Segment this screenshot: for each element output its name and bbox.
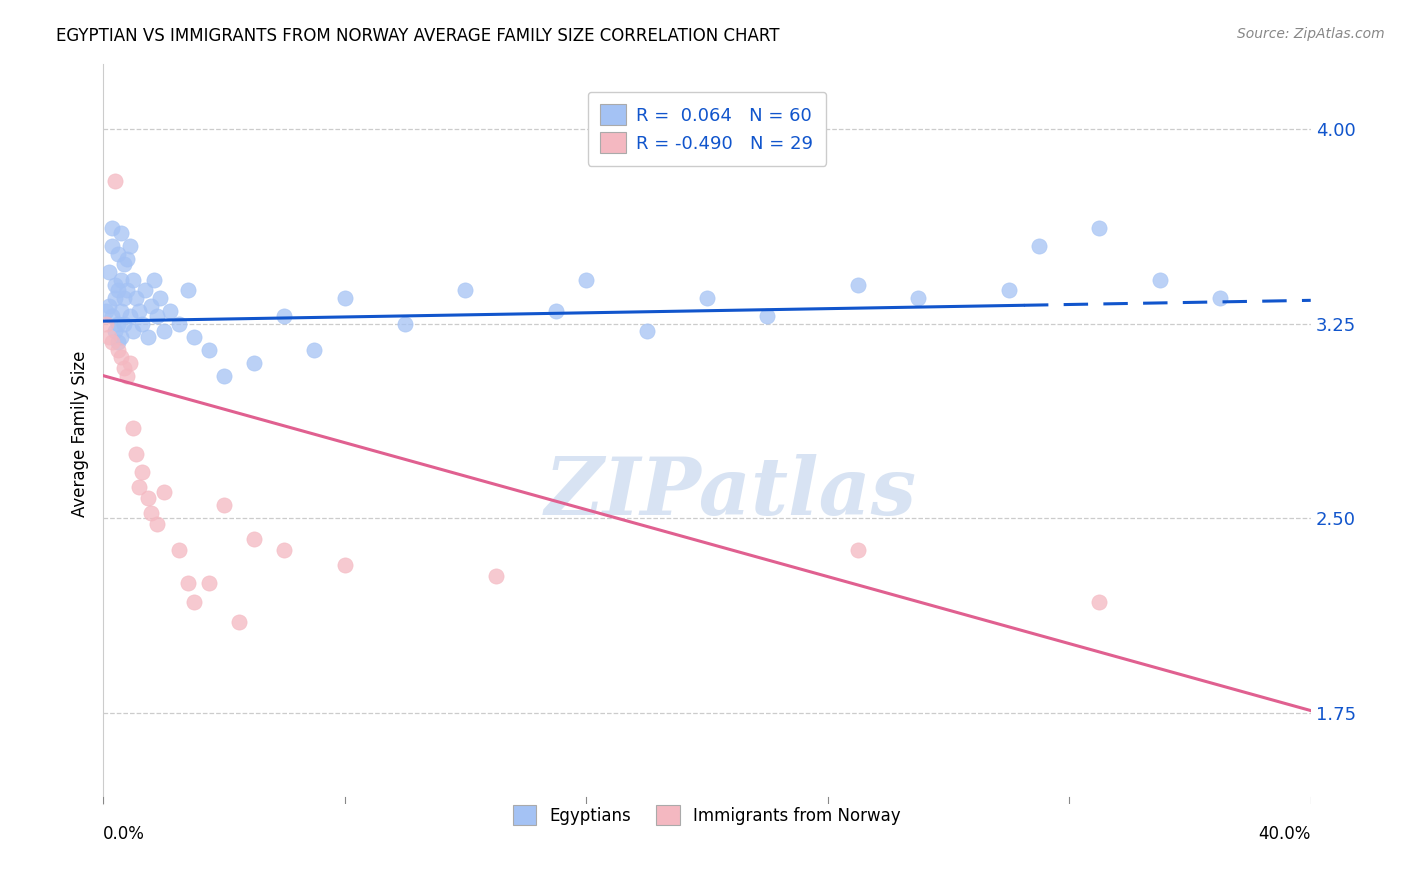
Point [125, 446, 148, 460]
Text: Source: ZipAtlas.com: Source: ZipAtlas.com [1237, 27, 1385, 41]
Text: 40.0%: 40.0% [1258, 825, 1310, 843]
Point [117, 252, 139, 266]
Point [104, 277, 127, 292]
Point [122, 325, 145, 339]
Point [198, 343, 221, 357]
Point [228, 615, 250, 630]
Point [112, 360, 135, 375]
Point [304, 343, 326, 357]
Point [152, 485, 174, 500]
Point [120, 239, 142, 253]
Point [846, 542, 869, 557]
Point [98, 329, 121, 343]
Point [273, 309, 295, 323]
Point [122, 420, 145, 434]
Point [636, 325, 658, 339]
Point [394, 317, 416, 331]
Point [575, 272, 598, 286]
Point [846, 277, 869, 292]
Point [333, 291, 356, 305]
Point [273, 542, 295, 557]
Point [146, 309, 169, 323]
Point [117, 283, 139, 297]
Point [112, 317, 135, 331]
Point [101, 220, 124, 235]
Point [101, 334, 124, 349]
Point [125, 291, 148, 305]
Point [107, 317, 129, 331]
Point [134, 283, 156, 297]
Y-axis label: Average Family Size: Average Family Size [72, 351, 89, 517]
Point [183, 329, 205, 343]
Point [120, 309, 142, 323]
Point [117, 368, 139, 383]
Point [176, 283, 198, 297]
Point [101, 239, 124, 253]
Text: EGYPTIAN VS IMMIGRANTS FROM NORWAY AVERAGE FAMILY SIZE CORRELATION CHART: EGYPTIAN VS IMMIGRANTS FROM NORWAY AVERA… [56, 27, 780, 45]
Point [544, 303, 567, 318]
Point [141, 506, 163, 520]
Point [138, 329, 160, 343]
Point [94, 303, 117, 318]
Legend: Egyptians, Immigrants from Norway: Egyptians, Immigrants from Norway [502, 794, 912, 837]
Point [1149, 272, 1171, 286]
Point [110, 351, 132, 365]
Point [107, 246, 129, 260]
Point [1028, 239, 1050, 253]
Point [243, 356, 266, 370]
Point [756, 309, 779, 323]
Point [998, 283, 1021, 297]
Point [94, 317, 117, 331]
Point [159, 303, 181, 318]
Point [243, 532, 266, 546]
Point [146, 516, 169, 531]
Point [212, 499, 235, 513]
Point [107, 283, 129, 297]
Point [167, 542, 190, 557]
Point [1209, 291, 1232, 305]
Point [112, 291, 135, 305]
Point [454, 283, 477, 297]
Point [152, 325, 174, 339]
Point [149, 291, 172, 305]
Point [167, 317, 190, 331]
Point [101, 309, 124, 323]
Point [128, 480, 150, 494]
Point [98, 265, 121, 279]
Point [198, 576, 221, 591]
Point [98, 299, 121, 313]
Text: 0.0%: 0.0% [103, 825, 145, 843]
Point [1088, 220, 1111, 235]
Point [104, 325, 127, 339]
Text: ZIPatlas: ZIPatlas [546, 455, 917, 532]
Point [131, 465, 153, 479]
Point [104, 291, 127, 305]
Point [107, 343, 129, 357]
Point [104, 174, 127, 188]
Point [112, 257, 135, 271]
Point [484, 568, 506, 582]
Point [333, 558, 356, 573]
Point [128, 303, 150, 318]
Point [696, 291, 718, 305]
Point [907, 291, 929, 305]
Point [110, 272, 132, 286]
Point [212, 368, 235, 383]
Point [141, 299, 163, 313]
Point [107, 334, 129, 349]
Point [110, 329, 132, 343]
Point [122, 272, 145, 286]
Point [131, 317, 153, 331]
Point [176, 576, 198, 591]
Point [110, 303, 132, 318]
Point [1088, 594, 1111, 608]
Point [110, 226, 132, 240]
Point [138, 491, 160, 505]
Point [143, 272, 166, 286]
Point [183, 594, 205, 608]
Point [120, 356, 142, 370]
